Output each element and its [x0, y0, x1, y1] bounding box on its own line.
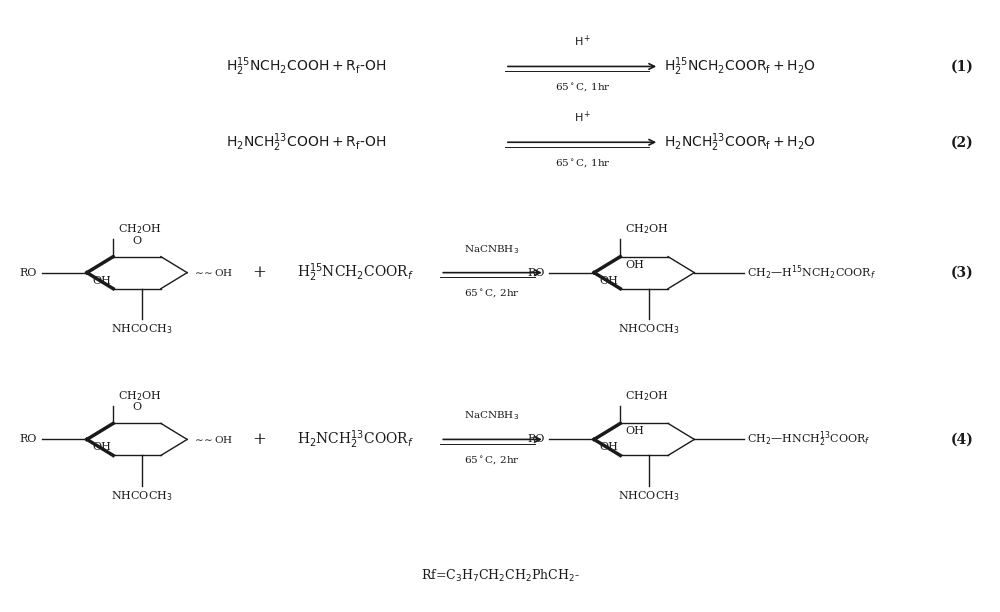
Text: RO: RO — [20, 435, 37, 444]
Text: NHCOCH$_3$: NHCOCH$_3$ — [111, 489, 173, 502]
Text: +: + — [252, 264, 266, 281]
Text: $\mathrm{H_2NCH_2^{13}COOR_f + H_2O}$: $\mathrm{H_2NCH_2^{13}COOR_f + H_2O}$ — [664, 131, 816, 154]
Text: $\mathrm{H_2NCH_2^{13}COOH + R_f\text{-}OH}$: $\mathrm{H_2NCH_2^{13}COOH + R_f\text{-}… — [226, 131, 386, 154]
Text: CH$_2$OH: CH$_2$OH — [625, 389, 669, 403]
Text: O: O — [132, 236, 142, 246]
Text: CH$_2$OH: CH$_2$OH — [625, 222, 669, 236]
Text: NaCNBH$_3$: NaCNBH$_3$ — [464, 243, 520, 256]
Text: NHCOCH$_3$: NHCOCH$_3$ — [618, 322, 680, 336]
Text: +: + — [252, 431, 266, 448]
Text: OH: OH — [599, 442, 618, 452]
Text: NHCOCH$_3$: NHCOCH$_3$ — [618, 489, 680, 502]
Text: $\mathrm{H_2^{15}NCH_2COOR_f + H_2O}$: $\mathrm{H_2^{15}NCH_2COOR_f + H_2O}$ — [664, 55, 816, 78]
Text: CH$_2$OH: CH$_2$OH — [118, 389, 162, 403]
Text: O: O — [132, 403, 142, 412]
Text: OH: OH — [92, 442, 111, 452]
Text: $\sim\!\!\sim$OH: $\sim\!\!\sim$OH — [192, 434, 233, 445]
Text: (2): (2) — [951, 135, 974, 149]
Text: CH$_2$—H$^{15}$NCH$_2$COOR$_f$: CH$_2$—H$^{15}$NCH$_2$COOR$_f$ — [747, 263, 876, 282]
Text: CH$_2$—HNCH$_2^{13}$COOR$_f$: CH$_2$—HNCH$_2^{13}$COOR$_f$ — [747, 430, 871, 449]
Text: OH: OH — [599, 275, 618, 286]
Text: 65$^\circ$C, 1hr: 65$^\circ$C, 1hr — [555, 157, 610, 170]
Text: RO: RO — [527, 267, 544, 278]
Text: NaCNBH$_3$: NaCNBH$_3$ — [464, 409, 520, 422]
Text: NHCOCH$_3$: NHCOCH$_3$ — [111, 322, 173, 336]
Text: H$_2$NCH$_2^{13}$COOR$_f$: H$_2$NCH$_2^{13}$COOR$_f$ — [297, 428, 414, 450]
Text: (1): (1) — [951, 59, 974, 73]
Text: $\sim\!\!\sim$OH: $\sim\!\!\sim$OH — [192, 267, 233, 278]
Text: $\mathrm{H^+}$: $\mathrm{H^+}$ — [574, 34, 591, 50]
Text: (3): (3) — [951, 266, 974, 280]
Text: (4): (4) — [951, 433, 974, 446]
Text: 65$^\circ$C, 2hr: 65$^\circ$C, 2hr — [464, 288, 520, 300]
Text: $\mathrm{H_2^{15}NCH_2COOH + R_f\text{-}OH}$: $\mathrm{H_2^{15}NCH_2COOH + R_f\text{-}… — [226, 55, 386, 78]
Text: RO: RO — [20, 267, 37, 278]
Text: CH$_2$OH: CH$_2$OH — [118, 222, 162, 236]
Text: Rf=C$_3$H$_7$CH$_2$CH$_2$PhCH$_2$-: Rf=C$_3$H$_7$CH$_2$CH$_2$PhCH$_2$- — [421, 568, 579, 584]
Text: OH: OH — [92, 275, 111, 286]
Text: 65$^\circ$C, 2hr: 65$^\circ$C, 2hr — [464, 455, 520, 467]
Text: OH: OH — [625, 259, 644, 270]
Text: 65$^\circ$C, 1hr: 65$^\circ$C, 1hr — [555, 81, 610, 94]
Text: H$_2^{15}$NCH$_2$COOR$_f$: H$_2^{15}$NCH$_2$COOR$_f$ — [297, 261, 414, 284]
Text: $\mathrm{H^+}$: $\mathrm{H^+}$ — [574, 110, 591, 125]
Text: OH: OH — [625, 427, 644, 436]
Text: RO: RO — [527, 435, 544, 444]
